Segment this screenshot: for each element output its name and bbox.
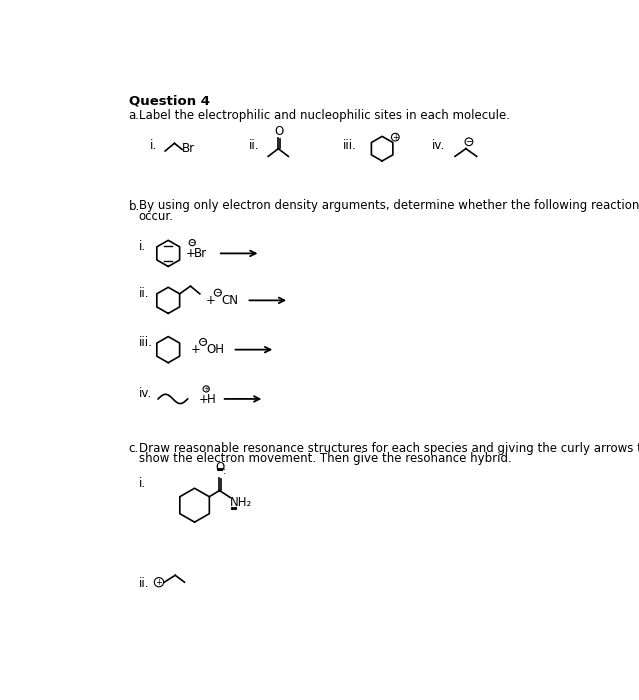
Text: H: H [207, 393, 216, 406]
Text: Br: Br [182, 141, 196, 155]
Text: Label the electrophilic and nucleophilic sites in each molecule.: Label the electrophilic and nucleophilic… [139, 109, 510, 122]
Text: i.: i. [150, 139, 157, 153]
Text: iv.: iv. [432, 139, 445, 153]
Text: +: + [186, 247, 196, 260]
Text: c.: c. [128, 442, 139, 455]
Text: iii.: iii. [139, 336, 153, 349]
Text: Br: Br [194, 247, 207, 260]
Text: +: + [203, 386, 209, 392]
Text: −: − [465, 137, 472, 146]
Text: occur.: occur. [139, 209, 174, 223]
Text: ii.: ii. [139, 286, 150, 300]
Text: +: + [155, 578, 162, 587]
Text: −: − [215, 290, 220, 295]
Text: b.: b. [128, 199, 140, 213]
Text: +: + [190, 344, 201, 356]
Text: i.: i. [139, 477, 146, 490]
Text: Question 4: Question 4 [128, 94, 210, 107]
Text: ii.: ii. [249, 139, 259, 153]
Text: iv.: iv. [139, 386, 152, 400]
Text: NH₂: NH₂ [230, 496, 252, 509]
Text: show the electron movement. Then give the resonance hybrid.: show the electron movement. Then give th… [139, 452, 512, 465]
Text: −: − [189, 239, 195, 246]
Text: CN: CN [221, 294, 238, 307]
Text: iii.: iii. [343, 139, 357, 153]
Text: −: − [200, 339, 206, 345]
Text: Draw reasonable resonance structures for each species and giving the curly arrow: Draw reasonable resonance structures for… [139, 442, 639, 455]
Text: +: + [205, 294, 215, 307]
Text: O: O [274, 125, 284, 138]
Text: By using only electron density arguments, determine whether the following reacti: By using only electron density arguments… [139, 199, 639, 213]
Text: O: O [215, 461, 225, 475]
Text: +: + [199, 393, 208, 406]
Text: :: : [223, 466, 227, 476]
Text: i.: i. [139, 239, 146, 253]
Text: +: + [392, 132, 399, 141]
Text: ii.: ii. [139, 577, 150, 590]
Text: OH: OH [206, 344, 224, 356]
Text: a.: a. [128, 109, 140, 122]
